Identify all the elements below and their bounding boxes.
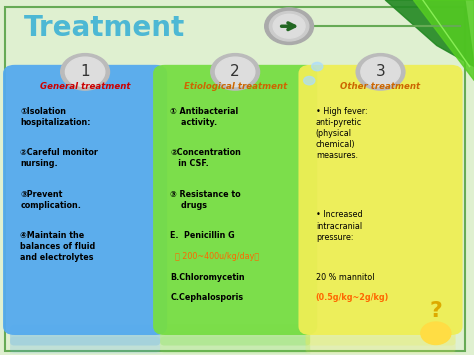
FancyBboxPatch shape [10,337,160,355]
FancyBboxPatch shape [306,324,456,345]
Text: （ 200~400u/kg/day）: （ 200~400u/kg/day） [171,252,260,261]
Text: ① Antibacterial
    activity.: ① Antibacterial activity. [171,107,239,127]
FancyBboxPatch shape [160,337,310,355]
FancyBboxPatch shape [3,65,167,335]
Polygon shape [413,0,474,81]
Circle shape [311,62,323,71]
FancyBboxPatch shape [306,332,456,353]
FancyBboxPatch shape [153,65,317,335]
Text: 20 % mannitol: 20 % mannitol [316,273,374,282]
Circle shape [264,8,313,44]
FancyBboxPatch shape [160,332,310,353]
Circle shape [356,54,405,90]
Text: ④Maintain the
balances of fluid
and electrolytes: ④Maintain the balances of fluid and elec… [20,231,96,262]
Text: Etiological treatment: Etiological treatment [183,82,287,91]
Polygon shape [385,0,474,67]
Text: ③Prevent
complication.: ③Prevent complication. [20,190,81,210]
Text: • Increased
intracranial
pressure:: • Increased intracranial pressure: [316,211,363,242]
Circle shape [61,54,109,90]
Text: B.Chloromycetin: B.Chloromycetin [171,273,245,282]
FancyBboxPatch shape [10,332,160,353]
Text: 1: 1 [80,64,90,80]
FancyBboxPatch shape [160,324,310,345]
Circle shape [304,76,315,85]
Text: Other treatment: Other treatment [340,82,420,91]
FancyBboxPatch shape [5,7,465,351]
Circle shape [216,57,255,87]
FancyBboxPatch shape [10,324,160,345]
Text: General treatment: General treatment [40,82,130,91]
Circle shape [269,11,309,41]
Text: ③ Resistance to
    drugs: ③ Resistance to drugs [171,190,241,210]
Circle shape [273,14,305,38]
FancyBboxPatch shape [306,337,456,355]
Text: 3: 3 [376,64,385,80]
Text: C.Cephalosporis: C.Cephalosporis [171,293,244,302]
Circle shape [211,54,260,90]
Text: ②Careful monitor
nursing.: ②Careful monitor nursing. [20,148,98,168]
Text: ?: ? [429,301,442,321]
Text: ②Concentration
   in CSF.: ②Concentration in CSF. [171,148,241,168]
Text: 2: 2 [230,64,240,80]
Text: Treatment: Treatment [24,14,185,42]
Text: • High fever:
anti-pyretic
(physical
chemical)
measures.: • High fever: anti-pyretic (physical che… [316,107,367,160]
Text: ①Isolation
hospitalization:: ①Isolation hospitalization: [20,107,91,127]
FancyBboxPatch shape [299,65,463,335]
Circle shape [421,322,451,344]
Circle shape [361,57,400,87]
Text: (0.5g/kg~2g/kg): (0.5g/kg~2g/kg) [316,293,389,302]
Text: E.  Penicillin G: E. Penicillin G [171,231,235,240]
Circle shape [65,57,105,87]
